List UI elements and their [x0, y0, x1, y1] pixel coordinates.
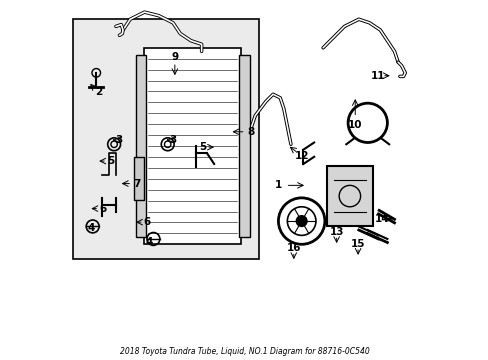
Text: 9: 9: [171, 52, 178, 62]
Text: 2018 Toyota Tundra Tube, Liquid, NO.1 Diagram for 88716-0C540: 2018 Toyota Tundra Tube, Liquid, NO.1 Di…: [120, 347, 368, 356]
Text: 1: 1: [274, 180, 282, 190]
Text: 5: 5: [199, 142, 206, 152]
Text: 4: 4: [145, 237, 153, 247]
Text: 5: 5: [107, 156, 114, 166]
Text: 16: 16: [286, 243, 301, 253]
Bar: [73, 19, 258, 258]
Text: 13: 13: [329, 227, 343, 237]
Circle shape: [296, 216, 306, 226]
Text: 15: 15: [350, 239, 365, 249]
Text: 2: 2: [95, 87, 102, 98]
Text: 3: 3: [115, 135, 122, 145]
Bar: [144, 48, 241, 244]
Text: 14: 14: [374, 213, 388, 224]
Bar: [239, 55, 249, 237]
Text: 12: 12: [294, 151, 308, 161]
Text: 10: 10: [347, 120, 362, 130]
Text: 4: 4: [88, 223, 95, 233]
Bar: [134, 157, 144, 200]
Bar: [326, 166, 372, 226]
Text: 6: 6: [99, 203, 106, 213]
Text: 11: 11: [370, 71, 385, 81]
Text: 6: 6: [143, 217, 151, 227]
Text: 8: 8: [247, 127, 254, 137]
Text: 3: 3: [169, 135, 176, 145]
Bar: [135, 55, 146, 237]
Text: 7: 7: [133, 179, 140, 189]
